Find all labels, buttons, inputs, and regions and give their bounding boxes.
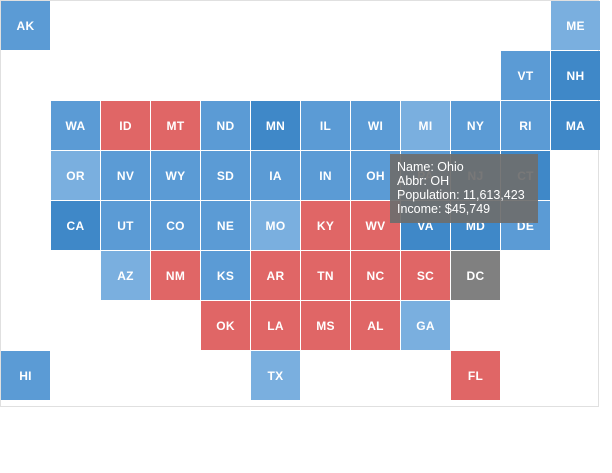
state-tile-ar[interactable]: AR — [251, 251, 300, 300]
state-tile-il[interactable]: IL — [301, 101, 350, 150]
state-tile-vt[interactable]: VT — [501, 51, 550, 100]
state-tile-nv[interactable]: NV — [101, 151, 150, 200]
state-tile-ok[interactable]: OK — [201, 301, 250, 350]
state-tile-tn[interactable]: TN — [301, 251, 350, 300]
state-tile-ma[interactable]: MA — [551, 101, 600, 150]
state-tile-ut[interactable]: UT — [101, 201, 150, 250]
state-tile-co[interactable]: CO — [151, 201, 200, 250]
state-tile-or[interactable]: OR — [51, 151, 100, 200]
state-tile-ri[interactable]: RI — [501, 101, 550, 150]
state-tile-mi[interactable]: MI — [401, 101, 450, 150]
tooltip-abbr: Abbr: OH — [397, 174, 450, 188]
state-tile-tx[interactable]: TX — [251, 351, 300, 400]
state-tile-hi[interactable]: HI — [1, 351, 50, 400]
state-tooltip: Name: Ohio Abbr: OH Population: 11,613,4… — [390, 154, 538, 223]
state-tile-nh[interactable]: NH — [551, 51, 600, 100]
state-tile-ia[interactable]: IA — [251, 151, 300, 200]
state-tile-fl[interactable]: FL — [451, 351, 500, 400]
state-tile-me[interactable]: ME — [551, 1, 600, 50]
state-tile-mt[interactable]: MT — [151, 101, 200, 150]
state-tile-mn[interactable]: MN — [251, 101, 300, 150]
state-tile-ny[interactable]: NY — [451, 101, 500, 150]
state-tile-ca[interactable]: CA — [51, 201, 100, 250]
tooltip-income: Income: $45,749 — [397, 202, 491, 216]
state-tile-la[interactable]: LA — [251, 301, 300, 350]
state-tile-ga[interactable]: GA — [401, 301, 450, 350]
state-tile-nm[interactable]: NM — [151, 251, 200, 300]
state-tile-al[interactable]: AL — [351, 301, 400, 350]
state-tile-dc[interactable]: DC — [451, 251, 500, 300]
state-tile-sc[interactable]: SC — [401, 251, 450, 300]
state-tile-mo[interactable]: MO — [251, 201, 300, 250]
state-tile-wi[interactable]: WI — [351, 101, 400, 150]
state-tile-ne[interactable]: NE — [201, 201, 250, 250]
state-tile-wy[interactable]: WY — [151, 151, 200, 200]
state-tile-wa[interactable]: WA — [51, 101, 100, 150]
state-tile-in[interactable]: IN — [301, 151, 350, 200]
state-tile-az[interactable]: AZ — [101, 251, 150, 300]
state-tile-ak[interactable]: AK — [1, 1, 50, 50]
state-tile-ks[interactable]: KS — [201, 251, 250, 300]
tooltip-population: Population: 11,613,423 — [397, 188, 525, 202]
tooltip-name: Name: Ohio — [397, 160, 464, 174]
state-tile-sd[interactable]: SD — [201, 151, 250, 200]
state-tile-id[interactable]: ID — [101, 101, 150, 150]
state-tile-nc[interactable]: NC — [351, 251, 400, 300]
state-tile-ms[interactable]: MS — [301, 301, 350, 350]
state-tile-nd[interactable]: ND — [201, 101, 250, 150]
state-tile-ky[interactable]: KY — [301, 201, 350, 250]
